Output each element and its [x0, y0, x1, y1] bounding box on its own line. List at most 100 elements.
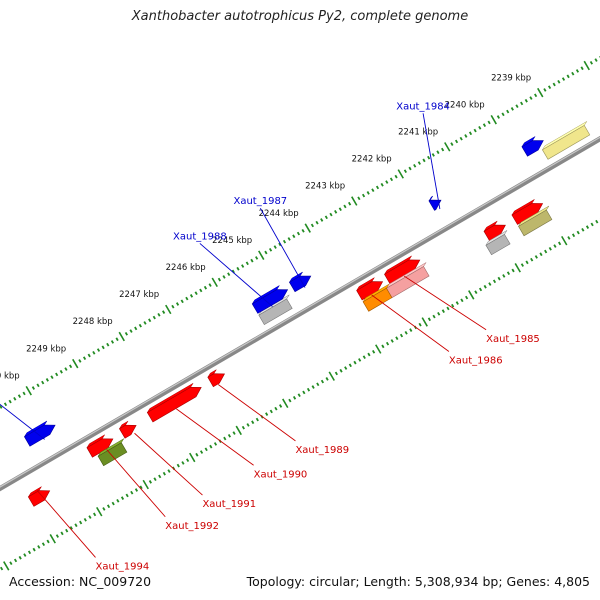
gene-feature[interactable] [251, 285, 289, 314]
minor-tick [41, 542, 46, 547]
minor-tick [557, 79, 561, 84]
minor-tick [46, 539, 50, 544]
minor-tick [483, 284, 487, 289]
minor-tick [93, 512, 97, 517]
minor-tick [241, 425, 245, 430]
minor-tick [153, 477, 157, 481]
gene-feature[interactable] [511, 199, 544, 225]
minor-tick [36, 383, 40, 388]
minor-tick [482, 123, 487, 127]
kbp-tick-label: 2246 kbp [166, 263, 206, 273]
minor-tick [441, 309, 445, 313]
gene-feature[interactable] [384, 255, 421, 285]
gene-callout[interactable]: Xaut_1989 [217, 384, 349, 456]
minor-tick [353, 360, 357, 365]
gene-callout[interactable]: Xaut_1994 [36, 489, 149, 572]
minor-tick [245, 261, 249, 266]
major-tick [444, 142, 451, 152]
minor-tick [571, 233, 576, 238]
minor-tick [189, 294, 194, 298]
minor-tick [3, 402, 8, 407]
minor-tick [297, 393, 301, 397]
gene-feature[interactable] [356, 277, 384, 301]
minor-tick [413, 163, 417, 168]
gene-feature[interactable] [385, 262, 430, 299]
gene-feature[interactable] [86, 434, 114, 458]
minor-tick [580, 66, 584, 71]
gene-callout[interactable]: Xaut_1985 [403, 275, 540, 345]
gene-body [207, 373, 226, 388]
gene-feature[interactable] [97, 438, 128, 467]
gene-feature[interactable] [428, 195, 442, 211]
gene-feature[interactable] [485, 230, 511, 256]
minor-tick [561, 77, 566, 81]
minor-tick [558, 241, 562, 246]
gene-feature[interactable] [521, 136, 544, 157]
minor-tick [487, 120, 491, 125]
minor-tick [525, 260, 529, 265]
minor-tick [478, 287, 483, 292]
gene-callout[interactable]: Xaut_1991 [134, 432, 257, 510]
gene-feature[interactable] [27, 486, 51, 507]
minor-tick [8, 399, 12, 404]
gene-feature[interactable] [258, 294, 293, 326]
minor-tick [385, 341, 390, 346]
minor-tick [515, 104, 519, 109]
gene-label: Xaut_1992 [165, 521, 219, 532]
minor-tick [64, 367, 68, 371]
gene-callouts: Xaut_1984 Xaut_1987 Xaut_1988 Xaut_1993 Xaut… [0, 101, 540, 572]
minor-tick [334, 371, 338, 376]
callout-line [176, 408, 254, 466]
minor-tick [279, 404, 283, 408]
minor-tick [338, 207, 342, 211]
minor-tick [446, 306, 450, 311]
gene-callout[interactable]: Xaut_1993 [0, 367, 45, 440]
minor-tick [450, 142, 454, 146]
gene-feature[interactable] [288, 271, 312, 293]
minor-tick [251, 420, 255, 425]
minor-tick [185, 296, 189, 301]
gene-callout[interactable]: Xaut_1987 [233, 196, 306, 288]
callout-line [36, 489, 96, 558]
gene-feature[interactable] [23, 420, 56, 447]
minor-tick [506, 109, 510, 114]
minor-tick [371, 188, 375, 193]
minor-tick [417, 161, 421, 165]
minor-tick [130, 490, 134, 495]
gene-body [356, 281, 384, 301]
gene-feature[interactable] [146, 383, 202, 423]
major-tick [282, 398, 289, 409]
gene-feature[interactable] [207, 369, 226, 388]
genome-summary-text: Topology: circular; Length: 5,308,934 bp… [246, 574, 590, 589]
gene-feature[interactable] [518, 205, 553, 237]
gene-feature[interactable] [118, 420, 137, 439]
minor-tick [148, 318, 152, 323]
gene-callout[interactable]: Xaut_1992 [106, 449, 219, 532]
minor-tick [195, 452, 199, 457]
gene-body [384, 259, 421, 285]
gene-callout[interactable]: Xaut_1988 [173, 231, 273, 307]
minor-tick [111, 501, 115, 506]
minor-tick [455, 301, 459, 305]
gene-callout[interactable]: Xaut_1990 [176, 408, 307, 480]
callout-line [134, 432, 203, 496]
minor-tick [460, 298, 464, 303]
minor-tick [83, 517, 87, 522]
gene-callout[interactable]: Xaut_1986 [371, 294, 503, 366]
gene-label: Xaut_1986 [449, 355, 503, 366]
gene-feature[interactable] [483, 220, 506, 242]
gene-body [521, 140, 544, 157]
gene-callout[interactable]: Xaut_1984 [396, 101, 450, 210]
minor-tick [55, 372, 59, 377]
minor-tick [273, 245, 277, 249]
minor-tick [474, 290, 478, 295]
minor-tick [468, 131, 473, 136]
gene-body [485, 233, 511, 256]
minor-tick [530, 257, 534, 262]
minor-tick [389, 177, 394, 182]
minor-tick [199, 450, 204, 454]
gene-feature[interactable] [541, 121, 591, 160]
minor-tick [255, 256, 259, 260]
minor-tick [217, 277, 221, 282]
